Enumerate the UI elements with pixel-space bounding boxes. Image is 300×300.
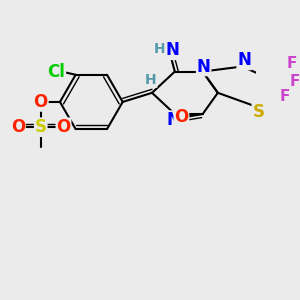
Text: O: O bbox=[174, 108, 188, 126]
Text: N: N bbox=[197, 58, 211, 76]
Text: F: F bbox=[286, 56, 297, 71]
Text: S: S bbox=[252, 103, 264, 121]
Text: O: O bbox=[34, 93, 48, 111]
Text: O: O bbox=[56, 118, 70, 136]
Text: F: F bbox=[290, 74, 300, 89]
Text: N: N bbox=[167, 111, 181, 129]
Text: H: H bbox=[145, 73, 157, 87]
Text: O: O bbox=[11, 118, 25, 136]
Text: F: F bbox=[280, 89, 290, 104]
Text: N: N bbox=[237, 51, 251, 69]
Text: N: N bbox=[165, 41, 179, 59]
Text: Cl: Cl bbox=[47, 63, 65, 81]
Text: H: H bbox=[154, 42, 165, 56]
Text: S: S bbox=[35, 118, 47, 136]
